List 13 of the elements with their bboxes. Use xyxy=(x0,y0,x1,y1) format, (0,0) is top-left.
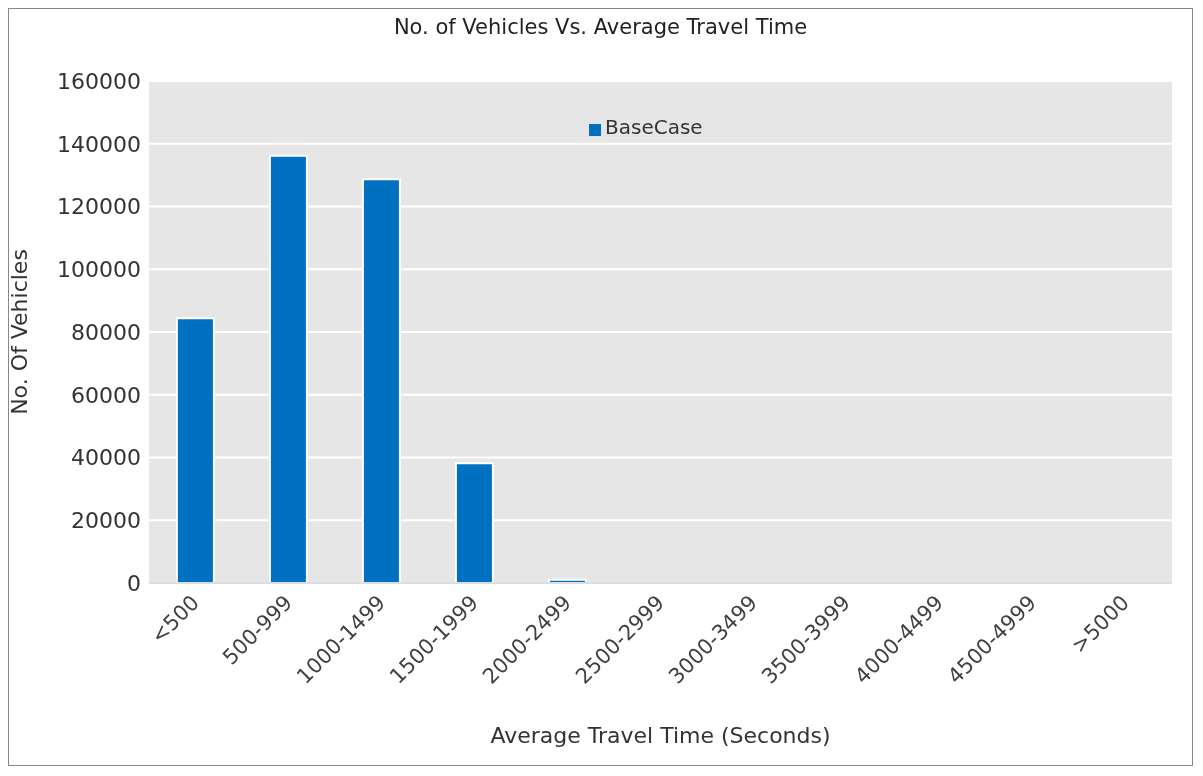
x-axis-title: Average Travel Time (Seconds) xyxy=(490,723,831,748)
chart-title: No. of Vehicles Vs. Average Travel Time xyxy=(392,14,809,41)
y-tick-label: 0 xyxy=(127,570,141,596)
y-tick-label: 60000 xyxy=(71,382,141,408)
y-tick-label: 100000 xyxy=(57,257,141,283)
legend-label: BaseCase xyxy=(605,115,703,139)
y-tick-label: 80000 xyxy=(71,319,141,345)
y-tick-label: 140000 xyxy=(57,131,141,157)
y-tick-label: 120000 xyxy=(57,194,141,220)
y-tick-label: 40000 xyxy=(71,445,141,471)
y-axis-title: No. Of Vehicles xyxy=(6,249,32,415)
y-tick-label: 160000 xyxy=(57,68,141,94)
y-tick-label: 20000 xyxy=(71,508,141,534)
